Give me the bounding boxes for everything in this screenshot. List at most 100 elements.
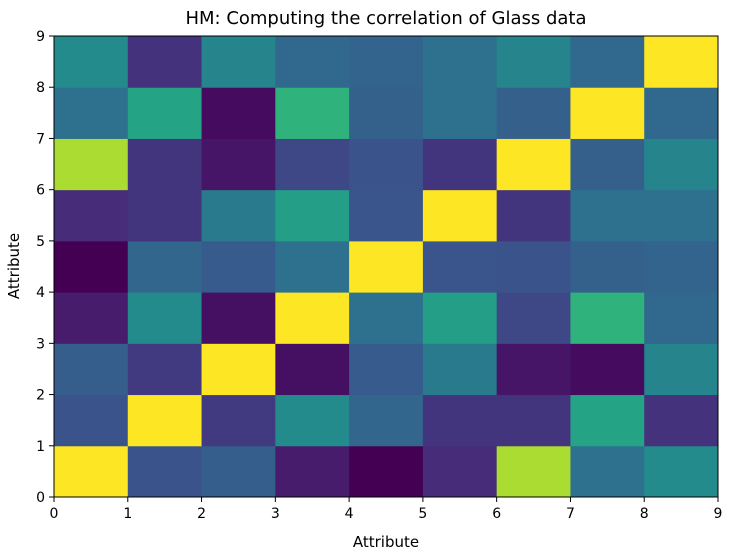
heatmap-cell bbox=[570, 292, 645, 344]
heatmap-cell bbox=[570, 189, 645, 242]
heatmap-cell bbox=[422, 240, 498, 293]
heatmap-cell bbox=[422, 445, 498, 498]
heatmap-cell bbox=[54, 189, 129, 242]
heatmap-cell bbox=[54, 292, 129, 344]
heatmap-cell bbox=[570, 87, 645, 139]
x-axis-ticks: 0 1 2 3 4 5 6 7 8 9 bbox=[50, 497, 723, 522]
heatmap-cell bbox=[496, 394, 571, 447]
y-axis-ticks: 0 1 2 3 4 5 6 7 8 9 bbox=[36, 29, 54, 506]
heatmap-cell bbox=[422, 394, 498, 447]
heatmap-cell bbox=[496, 292, 571, 344]
heatmap-cell bbox=[349, 343, 424, 396]
heatmap-cell bbox=[201, 445, 276, 498]
heatmap-cell bbox=[275, 87, 350, 139]
heatmap-cell bbox=[349, 292, 424, 344]
y-tick-label: 6 bbox=[36, 183, 45, 199]
heatmap-cell bbox=[201, 343, 276, 396]
y-tick-label: 1 bbox=[36, 439, 45, 455]
heatmap-cell bbox=[349, 36, 424, 88]
heatmap-cell bbox=[127, 292, 203, 344]
heatmap-cell bbox=[201, 240, 276, 293]
heatmap-cell bbox=[349, 445, 424, 498]
chart-title: HM: Computing the correlation of Glass d… bbox=[185, 8, 586, 29]
heatmap-cell bbox=[127, 445, 203, 498]
y-tick-label: 5 bbox=[36, 234, 45, 250]
heatmap-cell bbox=[644, 138, 719, 191]
x-tick-label: 3 bbox=[271, 506, 280, 522]
heatmap-cell bbox=[201, 189, 276, 242]
heatmap-cell bbox=[644, 87, 719, 139]
heatmap-cell bbox=[275, 292, 350, 344]
heatmap-cell bbox=[275, 36, 350, 88]
heatmap-cell bbox=[644, 445, 719, 498]
heatmap-cell bbox=[275, 189, 350, 242]
heatmap-cell bbox=[54, 138, 129, 191]
heatmap-cell bbox=[644, 292, 719, 344]
heatmap-cell bbox=[275, 343, 350, 396]
heatmap-cell bbox=[422, 189, 498, 242]
heatmap-cell bbox=[570, 445, 645, 498]
heatmap-cell bbox=[54, 240, 129, 293]
y-tick-label: 9 bbox=[36, 29, 45, 45]
plot-frame bbox=[53, 35, 719, 498]
x-tick-label: 2 bbox=[197, 506, 206, 522]
heatmap-cell bbox=[496, 445, 571, 498]
heatmap-cell bbox=[201, 87, 276, 139]
heatmap-cell bbox=[127, 343, 203, 396]
heatmap-cell bbox=[127, 240, 203, 293]
x-axis-label: Attribute bbox=[353, 533, 419, 551]
heatmap-cell bbox=[644, 343, 719, 396]
heatmap-cell bbox=[570, 36, 645, 88]
heatmap-cell bbox=[349, 394, 424, 447]
y-tick-label: 2 bbox=[36, 388, 45, 404]
heatmap-cell bbox=[644, 394, 719, 447]
heatmap-cell bbox=[54, 87, 129, 139]
x-tick-label: 0 bbox=[50, 506, 59, 522]
heatmap-cell bbox=[496, 240, 571, 293]
heatmap-cell bbox=[349, 189, 424, 242]
y-axis-label: Attribute bbox=[5, 233, 23, 299]
x-tick-label: 9 bbox=[714, 506, 723, 522]
heatmap-cell bbox=[570, 240, 645, 293]
heatmap-cell bbox=[54, 445, 129, 498]
heatmap-cell bbox=[422, 87, 498, 139]
heatmap-cell bbox=[127, 36, 203, 88]
heatmap-cell bbox=[496, 189, 571, 242]
heatmap-cell bbox=[422, 292, 498, 344]
x-tick-label: 1 bbox=[123, 506, 132, 522]
heatmap-cell bbox=[54, 36, 129, 88]
heatmap-cell bbox=[201, 292, 276, 344]
heatmap-cell bbox=[349, 138, 424, 191]
heatmap-cell bbox=[54, 343, 129, 396]
x-tick-label: 8 bbox=[640, 506, 649, 522]
heatmap-cell bbox=[422, 36, 498, 88]
y-tick-label: 4 bbox=[36, 285, 45, 301]
heatmap-cell bbox=[201, 138, 276, 191]
heatmap-cell bbox=[496, 87, 571, 139]
heatmap-cell bbox=[201, 394, 276, 447]
x-tick-label: 5 bbox=[418, 506, 427, 522]
heatmap-cell bbox=[275, 240, 350, 293]
x-tick-label: 7 bbox=[566, 506, 575, 522]
heatmap-cell bbox=[644, 240, 719, 293]
heatmap-cell bbox=[570, 138, 645, 191]
heatmap-cell bbox=[422, 138, 498, 191]
heatmap-cell bbox=[275, 445, 350, 498]
x-tick-label: 4 bbox=[345, 506, 354, 522]
heatmap-cell bbox=[570, 343, 645, 396]
heatmap-cell bbox=[496, 36, 571, 88]
heatmap-cell bbox=[496, 343, 571, 396]
heatmap-cell bbox=[422, 343, 498, 396]
heatmap-cell bbox=[644, 36, 719, 88]
x-tick-label: 6 bbox=[492, 506, 501, 522]
heatmap-cell bbox=[127, 394, 203, 447]
y-tick-label: 7 bbox=[36, 131, 45, 147]
heatmap-cell bbox=[127, 138, 203, 191]
heatmap-cell bbox=[127, 87, 203, 139]
heatmap-cell bbox=[275, 138, 350, 191]
heatmap-cell bbox=[496, 138, 571, 191]
heatmap-cell bbox=[349, 240, 424, 293]
heatmap-cell bbox=[349, 87, 424, 139]
